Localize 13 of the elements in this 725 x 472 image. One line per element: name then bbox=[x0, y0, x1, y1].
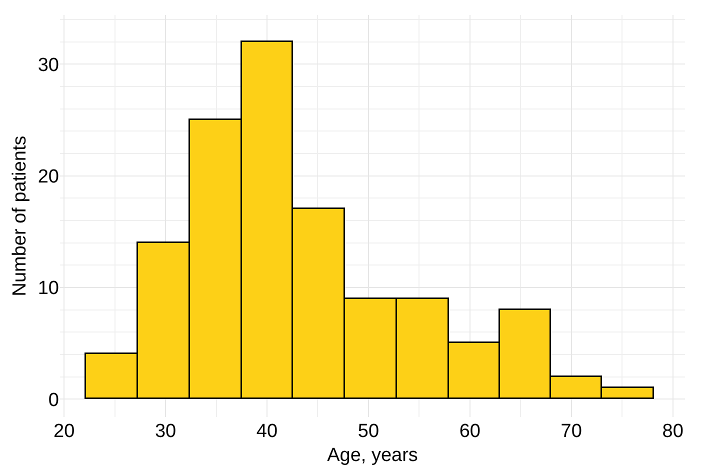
x-tick-label: 30 bbox=[154, 421, 176, 442]
y-tick-label: 20 bbox=[38, 166, 59, 188]
x-tick-label: 50 bbox=[358, 421, 380, 442]
x-tick-label: 70 bbox=[560, 421, 582, 442]
x-tick-label: 20 bbox=[53, 421, 75, 442]
y-tick-label: 30 bbox=[38, 54, 59, 76]
x-axis-title: Age, years bbox=[327, 444, 418, 466]
x-tick-label: 40 bbox=[256, 421, 278, 442]
x-tick-label: 60 bbox=[459, 421, 480, 442]
y-axis-title: Number of patients bbox=[10, 136, 31, 296]
y-tick-label: 0 bbox=[48, 390, 59, 411]
y-tick-label: 10 bbox=[38, 278, 59, 300]
x-tick-label: 80 bbox=[662, 421, 684, 442]
